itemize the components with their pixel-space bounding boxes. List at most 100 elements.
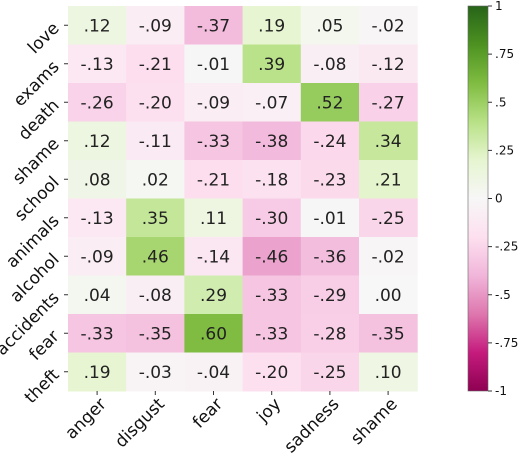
cell-label-school-joy: -.18 (255, 170, 288, 190)
cell-animals-disgust (126, 198, 185, 238)
cell-death-shame (359, 83, 418, 122)
cell-death-sadness (300, 83, 360, 122)
cell-exams-anger (68, 44, 127, 84)
cell-theft-anger (68, 352, 127, 392)
cell-death-anger (68, 83, 127, 122)
cell-exams-joy (242, 44, 302, 84)
col-label-sadness: sadness (280, 394, 343, 454)
cell-fear-joy (242, 314, 302, 353)
cell-label-accidents-disgust: -.08 (139, 286, 172, 306)
cell-fear-sadness (300, 314, 360, 353)
cell-label-animals-joy: -.30 (255, 209, 288, 229)
col-label-anger: anger (62, 394, 111, 443)
cell-label-alcohol-sadness: -.36 (313, 247, 346, 267)
cell-animals-fear (184, 198, 244, 238)
cell-label-exams-sadness: -.08 (313, 55, 346, 75)
cell-shame-anger (68, 121, 127, 161)
cell-label-school-sadness: -.23 (313, 170, 346, 190)
cell-label-death-sadness: .52 (316, 93, 343, 113)
cell-label-school-shame: .21 (375, 170, 402, 190)
heatmap-cell-labels: .12 -.09 -.37 .19 .05 -.02 -.13 -.21 -.01 .39 -.08… (81, 16, 405, 383)
row-label-theft: theft (21, 365, 64, 408)
heatmap-cells (68, 6, 418, 392)
cell-label-school-anger: .08 (84, 170, 111, 190)
colorbar-tick-label: -.75 (495, 336, 518, 350)
cell-school-anger (68, 160, 127, 199)
cell-label-death-shame: -.27 (372, 93, 405, 113)
cell-exams-fear (184, 44, 244, 84)
cell-label-death-anger: -.26 (81, 93, 114, 113)
cell-fear-anger (68, 314, 127, 353)
cell-label-exams-disgust: -.21 (139, 55, 172, 75)
cell-label-fear-fear: .60 (200, 324, 227, 344)
cell-label-death-joy: -.07 (255, 93, 288, 113)
cell-accidents-anger (68, 275, 127, 315)
cell-animals-sadness (300, 198, 360, 238)
cell-fear-fear (184, 314, 244, 353)
colorbar: 1 .75 .5 .25 0 -.25 -.5 -.75 -1 (467, 0, 518, 398)
cell-label-theft-joy: -.20 (255, 363, 288, 383)
cell-label-fear-shame: -.35 (372, 324, 405, 344)
cell-exams-disgust (126, 44, 185, 84)
cell-label-exams-shame: -.12 (372, 55, 405, 75)
cell-theft-sadness (300, 352, 360, 392)
cell-school-shame (359, 160, 418, 199)
colorbar-tick-label: -.5 (495, 288, 511, 302)
cell-label-alcohol-fear: -.14 (197, 247, 230, 267)
col-label-shame: shame (347, 394, 402, 449)
col-label-joy: joy (253, 394, 286, 427)
cell-label-accidents-joy: -.33 (255, 286, 288, 306)
cell-label-fear-disgust: -.35 (139, 324, 172, 344)
col-label-disgust: disgust (111, 394, 169, 452)
cell-death-joy (242, 83, 302, 122)
cell-label-shame-disgust: -.11 (139, 132, 172, 152)
cell-death-disgust (126, 83, 185, 122)
cell-label-shame-shame: .34 (375, 132, 402, 152)
cell-label-love-disgust: -.09 (139, 16, 172, 36)
cell-label-accidents-shame: .00 (375, 286, 402, 306)
cell-theft-joy (242, 352, 302, 392)
cell-label-school-fear: -.21 (197, 170, 230, 190)
cell-animals-shame (359, 198, 418, 238)
cell-label-theft-shame: .10 (375, 363, 402, 383)
cell-label-fear-joy: -.33 (255, 324, 288, 344)
cell-label-accidents-sadness: -.29 (313, 286, 346, 306)
cell-label-alcohol-disgust: .46 (142, 247, 169, 267)
colorbar-tick-label: 1 (495, 0, 503, 13)
colorbar-gradient (467, 5, 489, 392)
cell-animals-joy (242, 198, 302, 238)
cell-theft-fear (184, 352, 244, 392)
col-label-fear: fear (189, 394, 227, 432)
cell-animals-anger (68, 198, 127, 238)
cell-label-animals-shame: -.25 (372, 209, 405, 229)
cell-alcohol-joy (242, 237, 302, 276)
cell-label-animals-anger: -.13 (81, 209, 114, 229)
cell-label-theft-anger: .19 (84, 363, 111, 383)
colorbar-tick-label: .5 (495, 95, 506, 109)
cell-alcohol-anger (68, 237, 127, 276)
cell-love-disgust (126, 6, 185, 45)
cell-love-sadness (300, 6, 360, 45)
colorbar-tick-label: .75 (495, 47, 514, 61)
cell-love-anger (68, 6, 127, 45)
row-label-love: love (24, 19, 63, 58)
cell-label-death-disgust: -.20 (139, 93, 172, 113)
cell-theft-shame (359, 352, 418, 392)
cell-label-accidents-anger: .04 (84, 286, 111, 306)
cell-accidents-fear (184, 275, 244, 315)
cell-death-fear (184, 83, 244, 122)
cell-label-exams-anger: -.13 (81, 55, 114, 75)
cell-shame-joy (242, 121, 302, 161)
cell-label-fear-sadness: -.28 (313, 324, 346, 344)
cell-label-school-disgust: .02 (142, 170, 169, 190)
cell-alcohol-sadness (300, 237, 360, 276)
cell-accidents-joy (242, 275, 302, 315)
cell-label-love-shame: -.02 (372, 16, 405, 36)
cell-exams-shame (359, 44, 418, 84)
cell-theft-disgust (126, 352, 185, 392)
cell-label-shame-joy: -.38 (255, 132, 288, 152)
cell-label-accidents-fear: .29 (200, 286, 227, 306)
cell-love-fear (184, 6, 244, 45)
